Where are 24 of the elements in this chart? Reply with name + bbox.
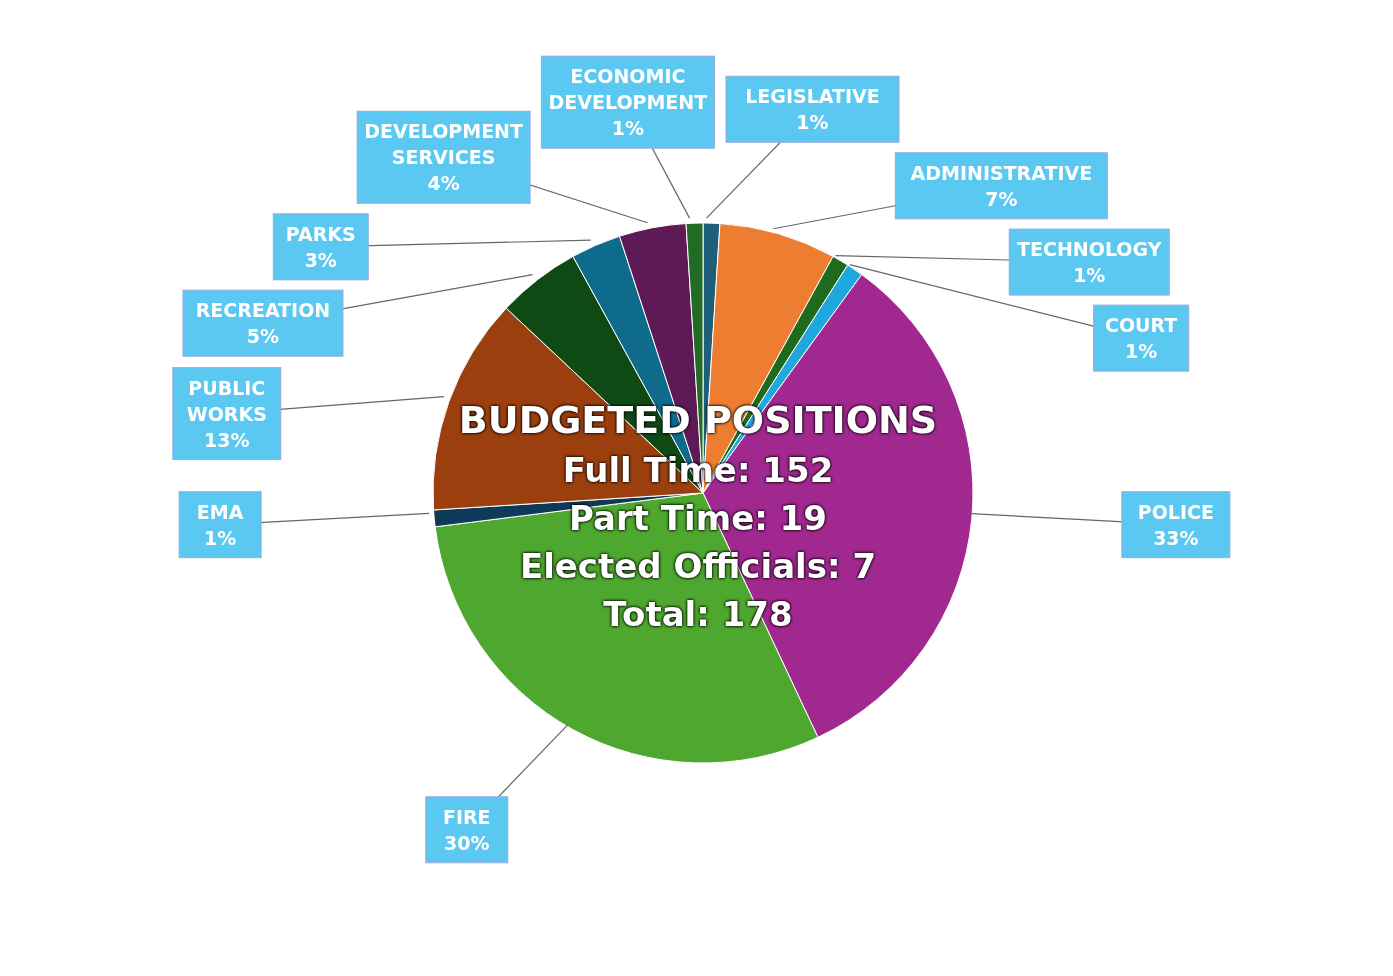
data-label: 30% [444, 831, 490, 854]
slice-label: EMA [196, 500, 244, 523]
data-label: 1% [1125, 340, 1158, 363]
slice-label: COURT [1105, 314, 1178, 337]
data-label: 5% [246, 325, 280, 348]
data-label: 1% [611, 117, 645, 140]
data-label: 4% [427, 172, 460, 195]
data-label: 3% [304, 248, 337, 271]
data-label: 1% [204, 526, 237, 549]
slice-label: PUBLIC WORKS [186, 376, 267, 425]
slice-label: ECONOMIC DEVELOPMENT [548, 65, 708, 114]
slice-label: TECHNOLOGY [1017, 238, 1162, 261]
slice-label: RECREATION [195, 299, 331, 322]
data-label: 33% [1153, 526, 1199, 549]
slice-label: PARKS [285, 222, 356, 245]
slice-label: ADMINISTRATIVE [910, 161, 1093, 184]
slice-label: POLICE [1137, 500, 1214, 523]
data-label: 1% [796, 111, 829, 134]
data-label: 13% [204, 428, 250, 451]
slice-label: FIRE [442, 805, 491, 828]
slice-label: LEGISLATIVE [745, 85, 880, 108]
data-label: 7% [985, 187, 1018, 210]
data-label: 1% [1073, 264, 1106, 287]
slice-label: DEVELOPMENT SERVICES [364, 120, 524, 169]
